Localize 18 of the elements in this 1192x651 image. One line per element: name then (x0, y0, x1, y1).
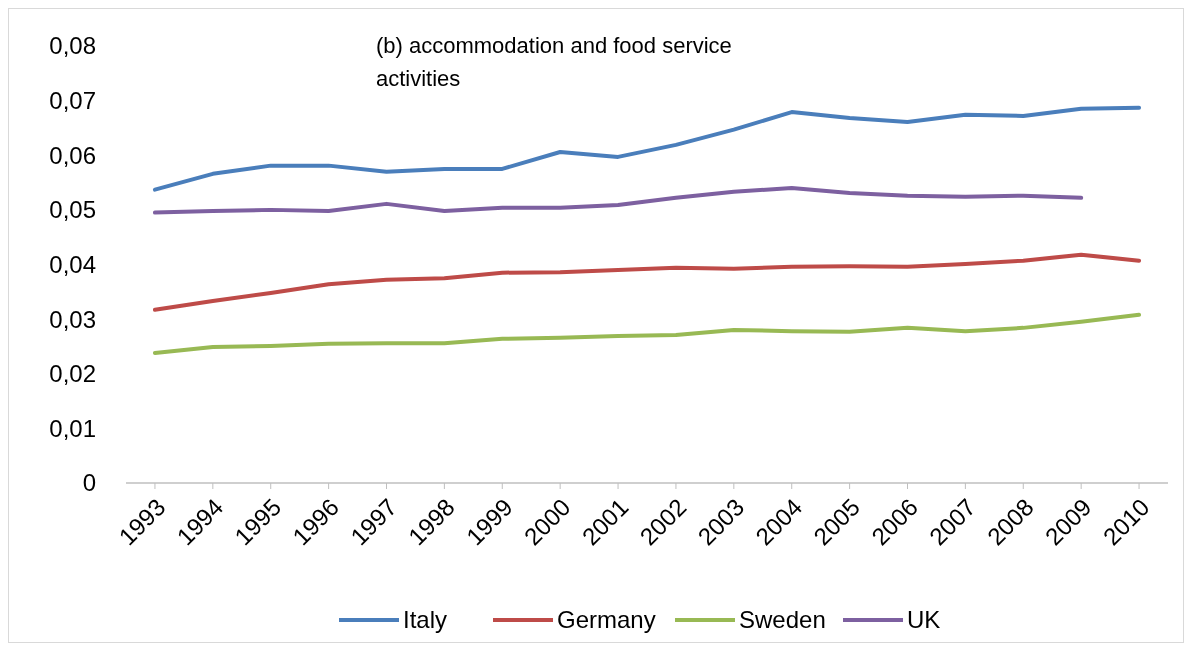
y-tick-label: 0,08 (49, 32, 96, 60)
legend-label: UK (907, 606, 941, 634)
legend-label: Germany (557, 606, 656, 634)
line-series (152, 186, 1084, 215)
legend-label: Sweden (739, 606, 826, 634)
line-series (152, 105, 1142, 192)
line-series (152, 312, 1142, 355)
chart-title: (b) accommodation and food service activities (376, 33, 732, 91)
y-tick-label: 0,06 (49, 141, 96, 169)
y-tick-label: 0,02 (49, 360, 96, 388)
legend-label: Italy (403, 606, 448, 634)
line-series (152, 252, 1142, 312)
y-tick-label: 0,03 (49, 305, 96, 333)
y-tick-label: 0,07 (49, 87, 96, 115)
y-tick-label: 0,05 (49, 196, 96, 224)
y-tick-label: 0,01 (49, 414, 96, 442)
y-tick-label: 0,04 (49, 250, 96, 278)
y-tick-label: 0 (82, 469, 96, 497)
